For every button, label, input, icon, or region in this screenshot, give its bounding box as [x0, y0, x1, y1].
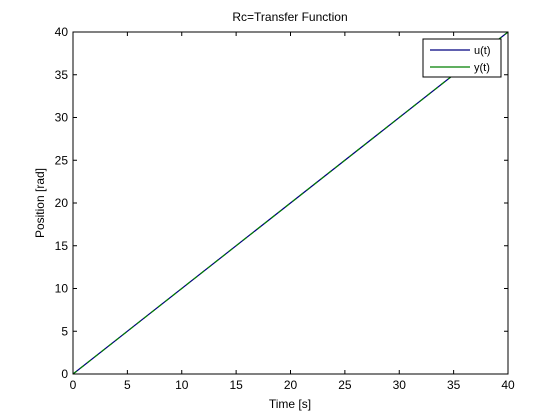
legend-label-y: y(t) [474, 62, 490, 74]
y-tick-label: 20 [55, 196, 69, 210]
y-tick-label: 25 [55, 153, 69, 167]
y-tick-label: 10 [55, 282, 69, 296]
x-tick-label: 40 [501, 378, 515, 392]
y-tick-label: 30 [55, 111, 69, 125]
y-tick-label: 15 [55, 239, 69, 253]
x-axis-ticks: 0 5 10 15 20 25 30 35 40 [70, 32, 515, 392]
y-tick-label: 40 [55, 25, 69, 39]
x-axis-label: Time [s] [269, 397, 311, 411]
legend: u(t) y(t) [422, 38, 502, 78]
y-tick-label: 5 [61, 324, 68, 338]
x-tick-label: 20 [284, 378, 298, 392]
x-tick-label: 35 [447, 378, 461, 392]
x-tick-label: 15 [229, 378, 243, 392]
x-tick-label: 30 [393, 378, 407, 392]
legend-box [422, 38, 502, 78]
y-axis-ticks: 0 5 10 15 20 25 30 35 40 [55, 25, 508, 381]
x-tick-label: 0 [70, 378, 77, 392]
chart-title: Rc=Transfer Function [232, 10, 347, 24]
series-line-y [72, 31, 509, 375]
x-tick-label: 10 [175, 378, 189, 392]
y-tick-label: 0 [61, 367, 68, 381]
series-layer [72, 31, 509, 375]
x-tick-label: 25 [338, 378, 352, 392]
legend-label-u: u(t) [474, 45, 491, 57]
y-axis-label: Position [rad] [33, 168, 47, 238]
y-tick-label: 35 [55, 68, 69, 82]
x-tick-label: 5 [124, 378, 131, 392]
